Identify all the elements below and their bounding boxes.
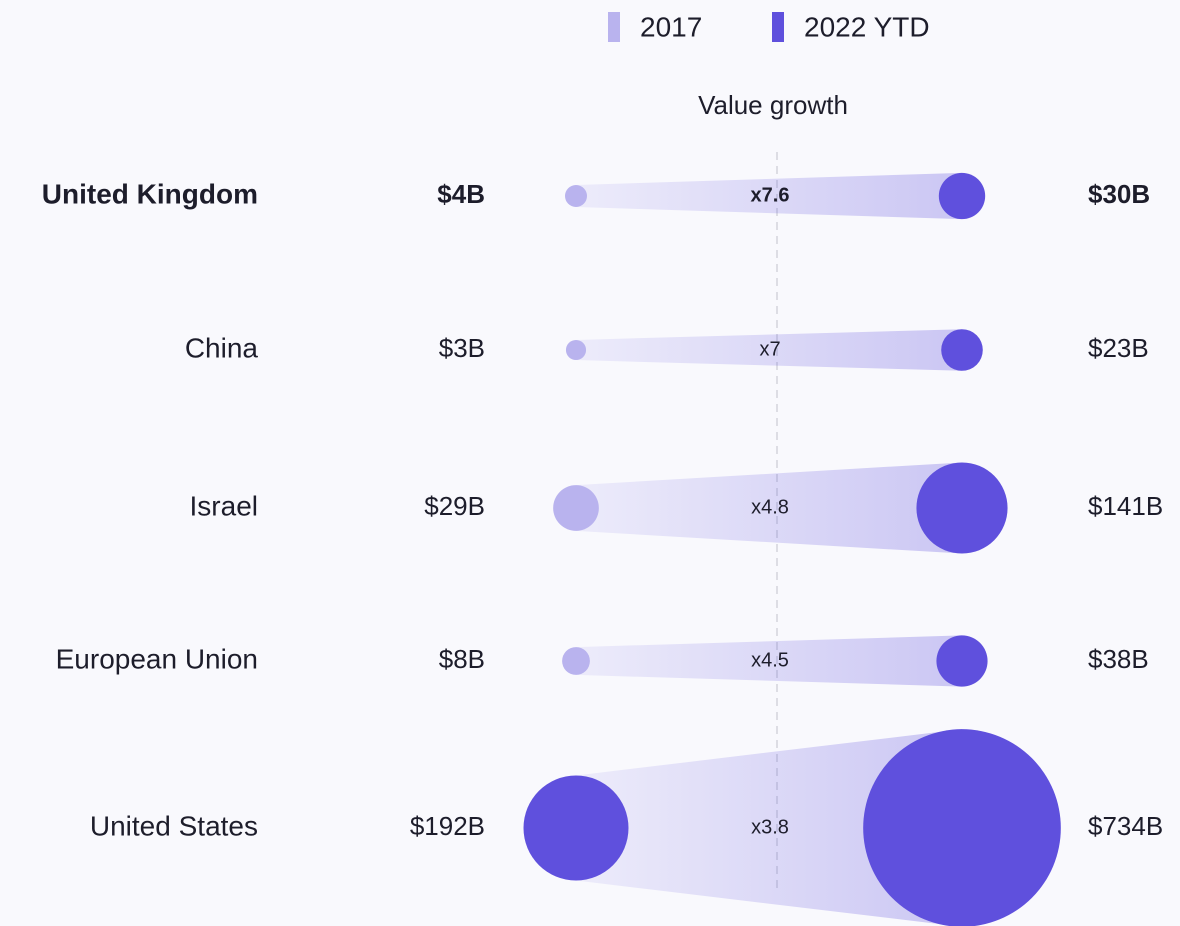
value-label: $3B [439, 333, 485, 363]
bubble-end [936, 635, 988, 687]
category-label: United Kingdom [42, 178, 258, 209]
connector [576, 462, 962, 554]
connector [576, 729, 962, 926]
value-label: $8B [439, 644, 485, 674]
connector [576, 329, 962, 371]
value-label: $141B [1088, 491, 1163, 521]
bubble-end [916, 462, 1008, 554]
value-label: $23B [1088, 333, 1149, 363]
category-label: European Union [56, 643, 258, 674]
growth-label: x4.8 [751, 496, 789, 518]
growth-label: x7 [759, 338, 780, 360]
legend-label: 2017 [640, 11, 702, 42]
bubble-start [523, 775, 629, 881]
legend-swatch [772, 12, 784, 42]
bubble-start [553, 485, 599, 531]
legend-swatch [608, 12, 620, 42]
connector [576, 635, 962, 687]
bubble-start [565, 339, 587, 361]
bubble-end [938, 172, 986, 220]
growth-label: x4.5 [751, 649, 789, 671]
value-label: $734B [1088, 811, 1163, 841]
value-label: $192B [410, 811, 485, 841]
column-header: Value growth [698, 90, 848, 120]
legend-label: 2022 YTD [804, 11, 930, 42]
connector [576, 172, 962, 220]
category-label: Israel [190, 490, 258, 521]
bubble-start [565, 185, 587, 207]
bubble-end [941, 329, 983, 371]
category-label: China [185, 332, 259, 363]
value-label: $30B [1088, 179, 1150, 209]
value-label: $4B [437, 179, 485, 209]
category-label: United States [90, 810, 258, 841]
growth-label: x7.6 [751, 184, 790, 206]
growth-label: x3.8 [751, 816, 789, 838]
bubble-end [863, 729, 1061, 926]
value-label: $38B [1088, 644, 1149, 674]
bubble-start [562, 647, 590, 675]
value-label: $29B [424, 491, 485, 521]
